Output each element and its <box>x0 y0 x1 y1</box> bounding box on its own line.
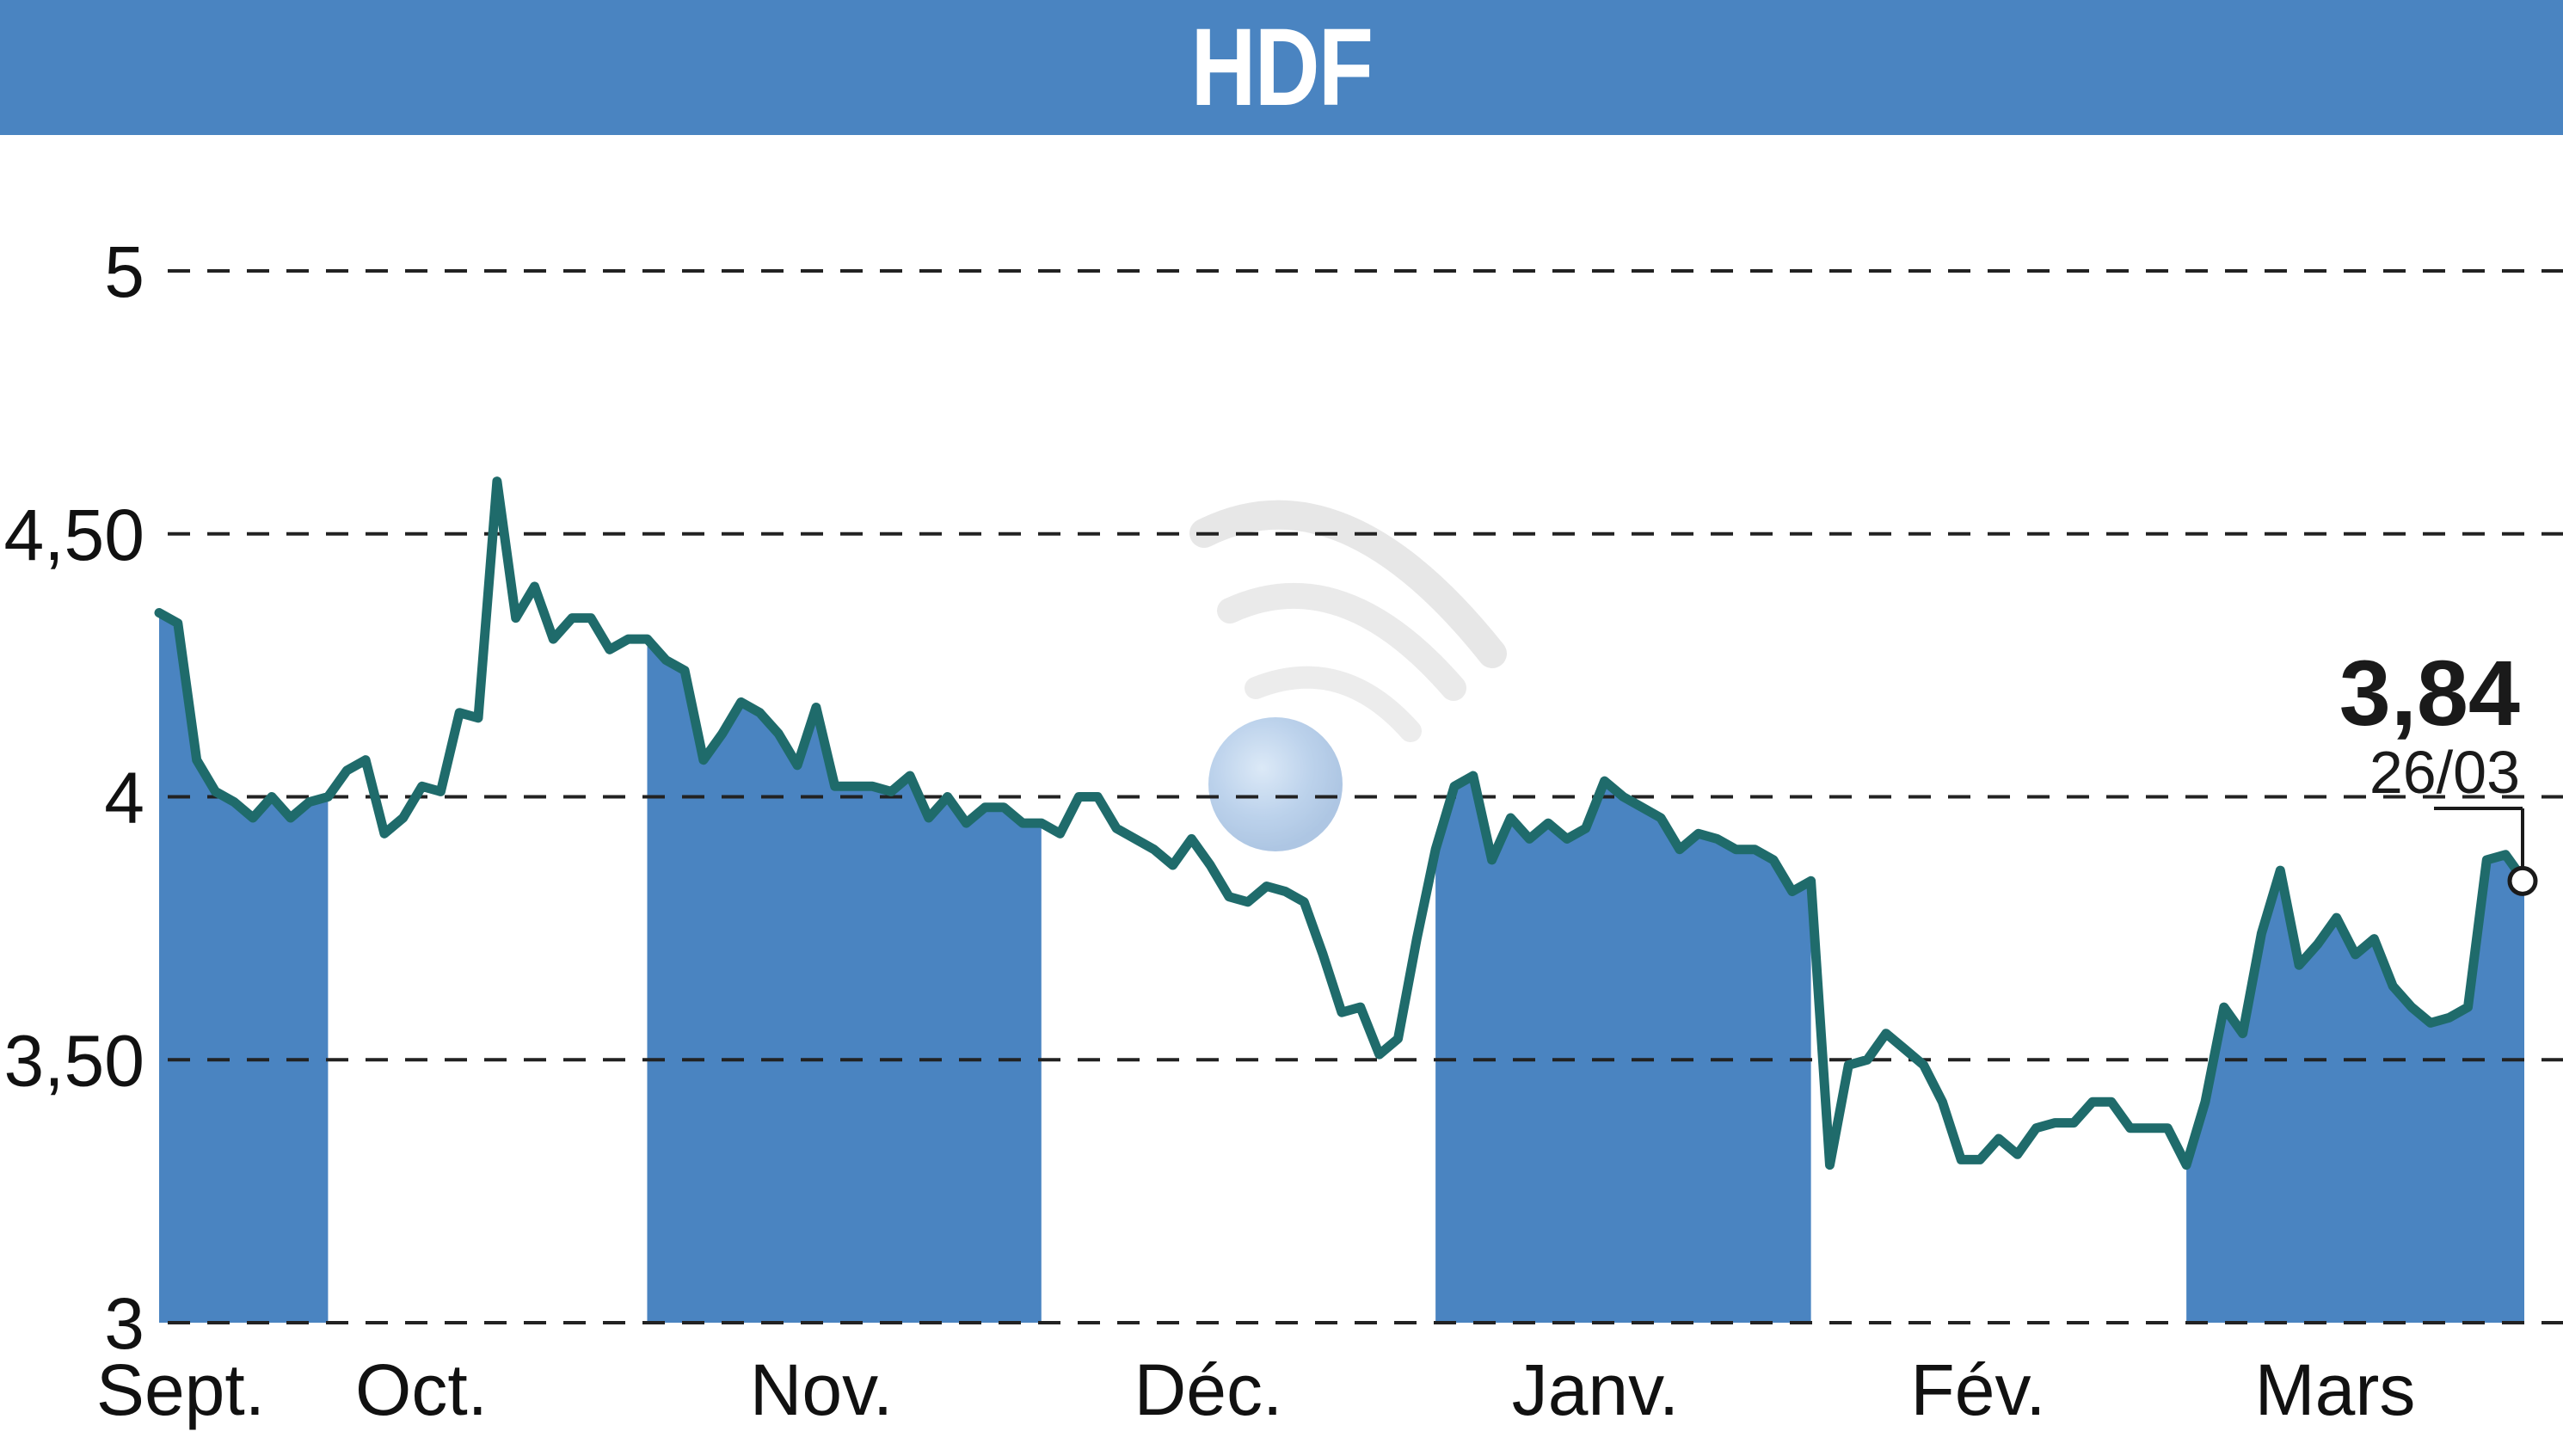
x-tick-label-3: Déc. <box>1134 1349 1283 1430</box>
last-date-label: 26/03 <box>2369 739 2520 806</box>
shaded-area-4 <box>1435 776 1811 1323</box>
shaded-area-0 <box>159 612 329 1323</box>
price-line <box>154 476 2529 1170</box>
x-tick-label-0: Sept. <box>96 1349 265 1430</box>
y-axis-labels: 3 3,50 4 4,50 5 <box>4 231 145 1364</box>
shaded-area-6 <box>2186 854 2524 1323</box>
last-point-marker <box>2507 865 2538 896</box>
x-axis-labels: Sept. Oct. Nov. Déc. Janv. Fév. Mars <box>96 1349 2415 1430</box>
x-tick-label-4: Janv. <box>1512 1349 1680 1430</box>
month-shading <box>159 612 2524 1323</box>
title-banner <box>0 0 2563 135</box>
gridlines <box>168 269 2563 1324</box>
y-tick-label-4: 5 <box>104 231 144 312</box>
x-tick-label-1: Oct. <box>355 1349 488 1430</box>
chart-title: HDF <box>1190 6 1374 129</box>
x-tick-label-6: Mars <box>2255 1349 2416 1430</box>
wifi-signal-icon <box>1189 500 1507 851</box>
y-tick-label-3: 4,50 <box>4 495 145 575</box>
y-tick-label-2: 4 <box>104 758 144 839</box>
x-tick-label-2: Nov. <box>750 1349 893 1430</box>
x-tick-label-5: Fév. <box>1910 1349 2045 1430</box>
last-value-label: 3,84 <box>2339 641 2520 745</box>
y-tick-label-1: 3,50 <box>4 1020 145 1101</box>
shaded-area-2 <box>647 639 1042 1323</box>
y-tick-label-0: 3 <box>104 1283 144 1364</box>
